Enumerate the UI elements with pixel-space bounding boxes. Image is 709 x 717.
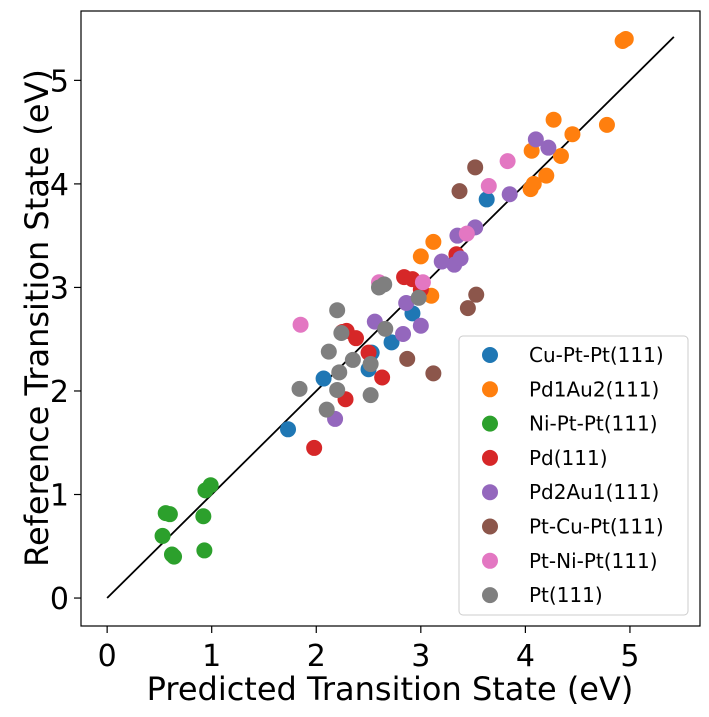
data-point (395, 326, 412, 343)
y-tick-label: 2 (50, 375, 69, 410)
data-point (166, 548, 183, 565)
data-point (564, 126, 581, 143)
x-tick-label: 1 (202, 639, 221, 674)
data-point (398, 294, 415, 311)
data-point (499, 153, 516, 170)
legend-label: Pd1Au2(111) (529, 377, 659, 401)
legend-label: Pd(111) (529, 446, 608, 470)
y-tick-label: 3 (50, 271, 69, 306)
data-point (467, 159, 484, 176)
data-point (414, 274, 431, 291)
legend-label: Ni-Pt-Pt(111) (529, 412, 658, 436)
data-point (501, 186, 518, 203)
x-axis-label: Predicted Transition State (eV) (147, 670, 634, 708)
legend-label: Pt-Ni-Pt(111) (529, 549, 658, 573)
data-point (154, 527, 171, 544)
data-point (320, 343, 337, 360)
data-point (383, 334, 400, 351)
data-point (318, 401, 335, 418)
data-point (412, 248, 429, 265)
data-point (291, 380, 308, 397)
data-point (617, 30, 634, 47)
legend-label: Pt(111) (529, 583, 603, 607)
legend-marker (482, 484, 498, 501)
data-point (344, 351, 361, 368)
x-tick-label: 3 (411, 639, 430, 674)
data-point (433, 253, 450, 270)
legend-marker (482, 415, 498, 432)
legend-label: Pt-Cu-Pt(111) (529, 515, 664, 539)
data-point (468, 286, 485, 303)
data-point (458, 225, 475, 242)
legend-marker (482, 449, 498, 466)
legend-label: Cu-Pt-Pt(111) (529, 343, 664, 367)
legend-label: Pd2Au1(111) (529, 480, 659, 504)
data-point (545, 111, 562, 128)
data-point (425, 365, 442, 382)
y-axis-label: Reference Transition State (eV) (18, 69, 56, 567)
data-point (331, 364, 348, 381)
data-point (598, 116, 615, 133)
data-point (527, 131, 544, 148)
x-tick-label: 5 (620, 639, 639, 674)
data-point (292, 316, 309, 333)
data-point (478, 191, 495, 208)
data-point (329, 381, 346, 398)
data-point (399, 350, 416, 367)
data-point (452, 250, 469, 267)
legend-marker (482, 381, 498, 398)
data-point (459, 300, 476, 317)
data-point (377, 320, 394, 337)
data-point (362, 356, 379, 373)
data-point (280, 421, 297, 438)
data-point (202, 477, 219, 494)
legend-frame (458, 335, 689, 616)
data-point (412, 317, 429, 334)
legend-marker (482, 587, 498, 604)
data-point (451, 183, 468, 200)
x-tick-label: 4 (516, 639, 535, 674)
legend-marker (482, 347, 498, 363)
data-point (362, 387, 379, 404)
data-point (315, 370, 332, 387)
data-point (333, 324, 350, 341)
y-tick-label: 4 (50, 168, 69, 203)
data-point (161, 506, 178, 523)
data-point (374, 369, 391, 386)
legend-marker (482, 552, 498, 569)
data-points (154, 30, 634, 565)
data-point (538, 167, 555, 184)
data-point (425, 233, 442, 250)
data-point (410, 289, 427, 306)
data-point (540, 139, 557, 156)
data-point (525, 175, 542, 192)
data-point (306, 439, 323, 456)
x-tick-label: 2 (307, 639, 326, 674)
data-point (329, 302, 346, 319)
plot-frame (80, 10, 701, 627)
data-point (376, 276, 393, 293)
data-point (196, 542, 213, 559)
x-tick-label: 0 (98, 639, 117, 674)
y-tick-label: 1 (50, 479, 69, 514)
legend: Cu-Pt-Pt(111) Pd1Au2(111) Ni-Pt-Pt(111) Pd(… (458, 335, 689, 616)
data-point (195, 508, 212, 525)
axis-ticks: 0 1 2 3 4 5 0 1 2 3 4 5 (50, 64, 640, 674)
y-tick-label: 5 (50, 64, 69, 99)
y-tick-label: 0 (50, 582, 69, 617)
data-point (480, 177, 497, 194)
legend-marker (482, 518, 498, 535)
data-point (552, 147, 569, 164)
